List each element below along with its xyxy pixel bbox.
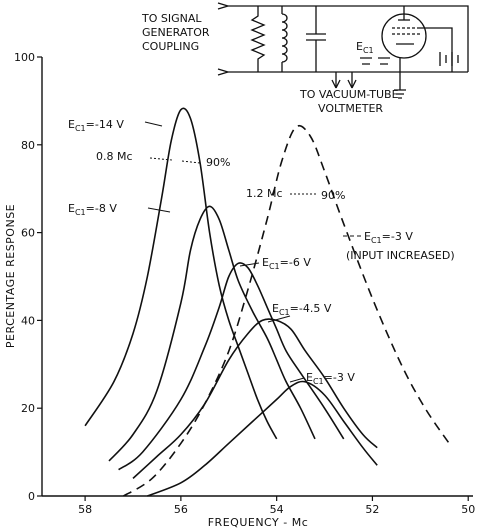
y-tick-label: 40 — [21, 314, 35, 327]
curve-labels: EC1=-14 V 0.8 Mc 90% EC1=-8 V 1.2 Mc 90%… — [68, 118, 455, 386]
x-tick-label: 58 — [78, 503, 92, 516]
y-tick-label: 80 — [21, 139, 35, 152]
leader-ec-8 — [147, 207, 171, 213]
label-ec-14: EC1=-14 V — [68, 118, 124, 133]
voltmeter-arrows — [331, 79, 357, 89]
plate-battery — [439, 52, 459, 66]
leader-ec-14 — [144, 121, 163, 127]
label-ec-4-5: EC1=-4.5 V — [272, 302, 332, 317]
leader-ec-6 — [239, 262, 260, 267]
series-line-4 — [147, 380, 378, 497]
ec-label: EC1 — [356, 40, 374, 55]
x-tick-label: 54 — [270, 503, 284, 516]
vtvm-label-line2: VOLTMETER — [318, 102, 383, 115]
series-line-1 — [108, 205, 316, 462]
x-axis-title: FREQUENCY - Mc — [208, 516, 309, 529]
y-axis-title: PERCENTAGE RESPONSE — [4, 204, 17, 348]
series-line-5 — [122, 124, 450, 497]
plot-area — [84, 107, 450, 497]
y-tick-label: 100 — [14, 51, 35, 64]
y-tick-label: 20 — [21, 402, 35, 415]
signal-gen-label-line1: TO SIGNAL — [141, 12, 202, 25]
top-wire — [228, 5, 469, 72]
label-0-8mc: 0.8 Mc — [96, 150, 133, 163]
series-line-3 — [132, 318, 378, 479]
ground-symbol — [394, 58, 406, 99]
leader-ec-3 — [289, 377, 305, 383]
circuit-schematic — [217, 2, 469, 99]
label-0-8mc-pct: 90% — [206, 156, 230, 169]
arrow-top — [217, 2, 229, 10]
label-input-increased: (INPUT INCREASED) — [346, 249, 455, 262]
y-tick-label: 60 — [21, 227, 35, 240]
label-1-2mc: 1.2 Mc — [246, 187, 283, 200]
capacitor-symbol — [306, 6, 326, 72]
label-ec-8: EC1=-8 V — [68, 202, 117, 217]
chart-axes — [41, 57, 473, 497]
series-line-2 — [118, 262, 345, 471]
signal-gen-label-line3: COUPLING — [142, 40, 199, 53]
label-ec-3-increased: EC1=-3 V — [364, 230, 413, 245]
marker-0-8mc — [149, 157, 201, 164]
arrow-bottom — [217, 68, 229, 76]
label-1-2mc-pct: 90% — [321, 189, 345, 202]
y-tick-label: 0 — [28, 490, 35, 503]
x-tick-label: 50 — [461, 503, 475, 516]
leader-ec-4-5 — [267, 315, 291, 323]
schematic-labels: TO SIGNAL GENERATOR COUPLING EC1 TO VACU… — [141, 12, 399, 115]
resistor-symbol — [250, 6, 266, 72]
x-tick-label: 52 — [365, 503, 379, 516]
signal-gen-label-line2: GENERATOR — [142, 26, 210, 39]
series-line-0 — [84, 107, 278, 440]
inductor-coil — [281, 13, 288, 63]
y-ticks: 0 20 40 60 80 100 — [14, 51, 42, 503]
x-ticks: 58 56 54 52 50 — [78, 496, 475, 516]
tube-grids — [392, 27, 420, 35]
label-ec-6: EC1=-6 V — [262, 256, 311, 271]
screen-lead — [420, 27, 453, 72]
vtvm-label-line1: TO VACUUM-TUBE — [299, 88, 399, 101]
label-ec-3: EC1=-3 V — [306, 371, 355, 386]
bias-battery — [360, 57, 390, 65]
voltmeter-leads — [335, 72, 353, 88]
x-tick-label: 56 — [174, 503, 188, 516]
